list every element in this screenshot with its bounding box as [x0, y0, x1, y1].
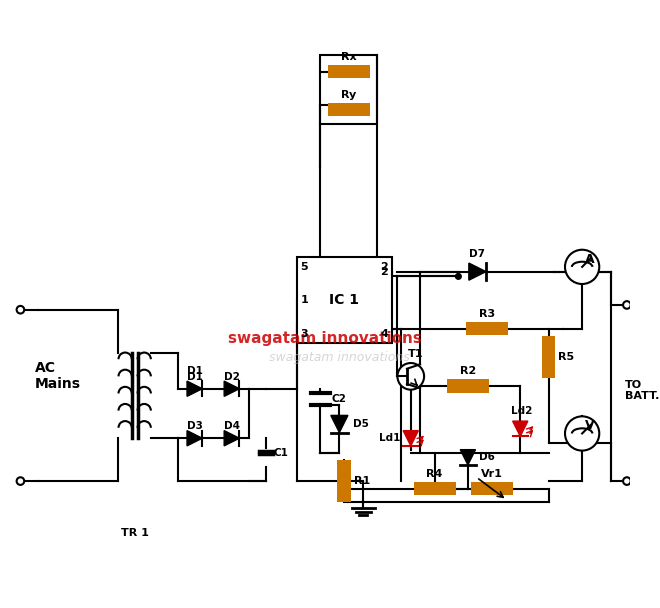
Text: IC 1: IC 1: [329, 293, 359, 307]
Text: D5: D5: [352, 419, 368, 429]
Text: Ld1: Ld1: [379, 434, 401, 443]
Text: C1: C1: [274, 447, 288, 457]
Text: 2: 2: [380, 267, 388, 277]
Text: TO
BATT.: TO BATT.: [625, 380, 659, 401]
Text: Ld2: Ld2: [512, 406, 533, 416]
Text: 1: 1: [300, 295, 308, 305]
Text: R5: R5: [558, 352, 574, 362]
Text: Vr1: Vr1: [480, 469, 503, 479]
Circle shape: [565, 250, 599, 284]
Text: 4: 4: [380, 328, 388, 339]
Text: C2: C2: [332, 394, 347, 404]
Text: 5: 5: [300, 262, 308, 272]
Text: swagatam innovations: swagatam innovations: [228, 331, 422, 346]
Text: D3: D3: [187, 421, 203, 431]
Text: R1: R1: [354, 476, 370, 486]
Circle shape: [623, 477, 631, 485]
Bar: [471, 482, 513, 496]
Polygon shape: [403, 430, 418, 446]
Circle shape: [623, 301, 631, 309]
Text: Ry: Ry: [341, 90, 356, 100]
Polygon shape: [331, 415, 348, 432]
Circle shape: [16, 477, 24, 485]
Bar: [296, 257, 392, 343]
Circle shape: [565, 416, 599, 451]
Polygon shape: [513, 421, 528, 437]
Polygon shape: [460, 450, 475, 465]
Bar: [414, 482, 455, 496]
Text: D4: D4: [224, 421, 240, 431]
Text: 2: 2: [380, 262, 388, 272]
Polygon shape: [224, 430, 240, 446]
Text: V: V: [585, 420, 595, 432]
Text: TR 1: TR 1: [121, 528, 148, 539]
Bar: [328, 65, 370, 78]
Bar: [466, 322, 508, 336]
Text: R3: R3: [479, 309, 495, 319]
Text: AC
Mains: AC Mains: [35, 361, 81, 392]
Text: R4: R4: [426, 469, 443, 479]
Bar: [320, 55, 378, 124]
Polygon shape: [224, 381, 240, 396]
Text: swagatam innovations: swagatam innovations: [269, 351, 410, 364]
Polygon shape: [187, 430, 202, 446]
Text: D1: D1: [187, 371, 203, 382]
Polygon shape: [187, 381, 202, 396]
Circle shape: [397, 363, 424, 390]
Text: A: A: [585, 253, 595, 266]
Bar: [542, 336, 556, 378]
Bar: [328, 103, 370, 117]
Text: D6: D6: [479, 452, 495, 462]
Text: R2: R2: [460, 367, 476, 376]
Polygon shape: [469, 263, 486, 280]
Text: D1: D1: [187, 367, 203, 376]
Circle shape: [455, 274, 461, 279]
Text: D7: D7: [469, 249, 485, 259]
Text: Rx: Rx: [341, 52, 356, 62]
Bar: [337, 460, 350, 502]
Text: D2: D2: [224, 371, 240, 382]
Bar: [447, 379, 489, 393]
Text: T1: T1: [408, 349, 423, 359]
Circle shape: [16, 306, 24, 314]
Text: 3: 3: [300, 328, 308, 339]
